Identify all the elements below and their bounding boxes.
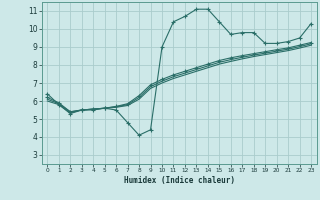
X-axis label: Humidex (Indice chaleur): Humidex (Indice chaleur): [124, 176, 235, 185]
